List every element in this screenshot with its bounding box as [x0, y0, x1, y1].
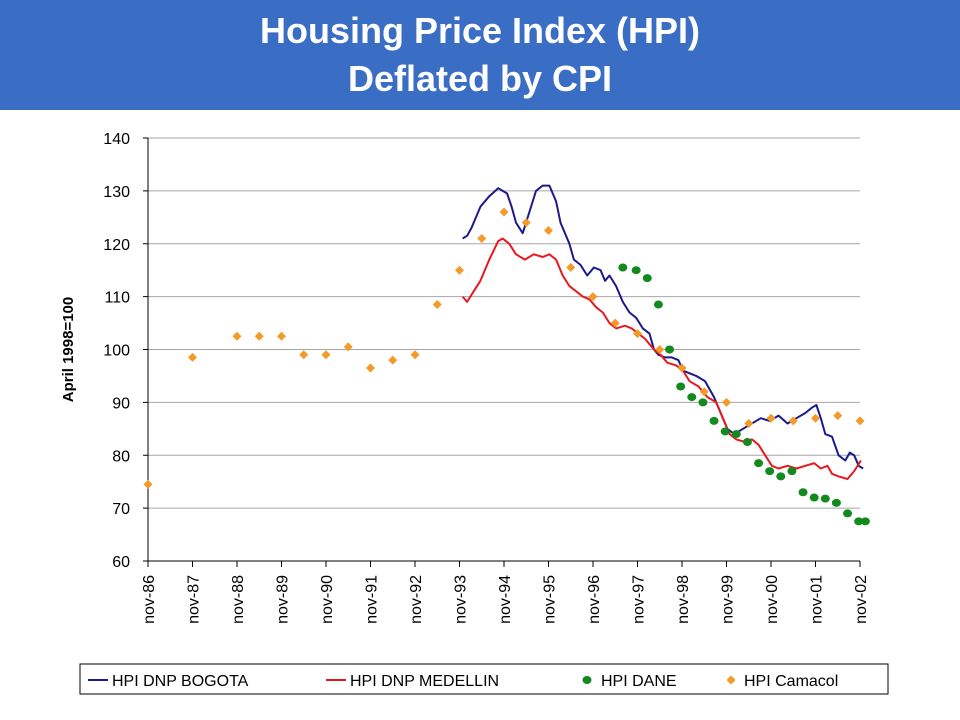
y-tick-label: 110	[104, 290, 130, 307]
data-point-hpi-dane	[831, 498, 841, 507]
data-point-hpi-dane	[820, 494, 830, 503]
data-point-hpi-dane	[653, 300, 663, 309]
data-point-hpi-camacol	[766, 413, 776, 423]
y-tick-label: 120	[103, 237, 130, 254]
data-point-hpi-camacol	[833, 411, 843, 421]
data-point-hpi-camacol	[722, 397, 731, 407]
data-point-hpi-camacol	[588, 292, 598, 302]
x-tick-label: nov-88	[230, 575, 247, 624]
data-point-hpi-dane	[776, 472, 786, 481]
y-tick-label: 140	[103, 131, 130, 148]
series-line-hpi-dnp-bogota	[462, 184, 864, 470]
data-point-hpi-camacol	[744, 419, 754, 429]
data-point-hpi-camacol	[566, 263, 576, 273]
data-point-hpi-camacol	[254, 331, 264, 341]
data-point-hpi-dane	[843, 509, 853, 518]
data-point-hpi-dane	[720, 427, 730, 436]
legend-label-hpi-camacol: HPI Camacol	[744, 673, 838, 690]
data-point-hpi-camacol	[811, 413, 820, 423]
data-point-hpi-camacol	[610, 318, 620, 328]
x-tick-label: nov-99	[720, 575, 737, 624]
y-tick-label: 70	[112, 501, 130, 518]
data-point-hpi-camacol	[277, 331, 286, 341]
data-point-hpi-dane	[798, 488, 808, 497]
x-tick-label: nov-92	[408, 575, 425, 624]
data-point-hpi-camacol	[521, 218, 531, 228]
data-point-hpi-camacol	[655, 345, 665, 354]
x-tick-label: nov-00	[764, 575, 781, 624]
x-tick-label: nov-97	[631, 575, 648, 624]
legend: HPI DNP BOGOTA HPI DNP MEDELLIN HPI DANE HP…	[79, 663, 889, 695]
x-tick-label: nov-90	[319, 575, 336, 624]
x-tick-label: nov-89	[275, 575, 292, 624]
data-point-hpi-camacol	[455, 265, 464, 275]
data-point-hpi-camacol	[499, 207, 509, 217]
data-point-hpi-camacol	[143, 479, 153, 489]
legend-label-hpi-dnp-medellin: HPI DNP MEDELLIN	[350, 673, 499, 690]
data-point-hpi-dane	[765, 467, 775, 476]
chart-title-line-2: Deflated by CPI	[347, 58, 613, 99]
data-point-hpi-dane	[754, 459, 764, 468]
y-tick-label: 90	[112, 395, 130, 412]
data-point-hpi-camacol	[855, 416, 865, 426]
series-line-hpi-dnp-medellin	[461, 237, 862, 480]
data-point-hpi-dane	[618, 263, 628, 272]
legend-swatch-hpi-camacol	[726, 675, 736, 685]
x-tick-label: nov-01	[809, 575, 826, 624]
y-tick-label: 80	[112, 448, 130, 465]
x-tick-label: nov-98	[675, 575, 692, 624]
data-point-hpi-camacol	[677, 363, 687, 373]
x-tick-label: nov-91	[364, 575, 381, 624]
data-point-hpi-dane	[742, 438, 752, 447]
data-point-hpi-dane	[676, 382, 686, 391]
data-point-hpi-dane	[809, 493, 819, 502]
x-tick-label: nov-86	[141, 575, 158, 624]
data-point-hpi-dane	[631, 266, 641, 275]
data-point-hpi-camacol	[188, 352, 197, 362]
legend-label-hpi-dane: HPI DANE	[601, 673, 677, 690]
data-point-hpi-dane	[642, 274, 652, 283]
title-banner	[0, 0, 960, 110]
data-point-hpi-dane	[665, 345, 675, 354]
data-point-hpi-camacol	[544, 226, 553, 236]
y-tick-label: 60	[112, 554, 130, 571]
data-point-hpi-camacol	[477, 233, 487, 243]
data-point-hpi-camacol	[633, 329, 642, 339]
data-point-hpi-camacol	[366, 363, 375, 373]
y-axis-label: April 1998=100	[60, 297, 77, 403]
data-point-hpi-dane	[731, 430, 741, 439]
x-tick-label: nov-94	[497, 575, 514, 624]
y-tick-label: 130	[103, 184, 130, 201]
y-tick-label: 100	[103, 343, 130, 360]
data-point-hpi-dane	[709, 416, 719, 425]
data-point-hpi-camacol	[699, 387, 709, 397]
data-point-hpi-camacol	[432, 300, 442, 310]
data-point-hpi-camacol	[410, 350, 420, 360]
data-point-hpi-camacol	[388, 355, 398, 365]
data-point-hpi-camacol	[299, 350, 309, 360]
data-point-hpi-dane	[687, 393, 697, 402]
data-point-hpi-camacol	[232, 331, 242, 341]
data-point-hpi-dane	[787, 467, 797, 476]
data-point-hpi-camacol	[343, 342, 353, 352]
data-point-hpi-camacol	[788, 416, 798, 426]
legend-swatch-hpi-dane	[582, 676, 592, 684]
x-tick-label: nov-96	[586, 575, 603, 624]
data-point-hpi-camacol	[321, 350, 331, 360]
chart-title-line-1: Housing Price Index (HPI)	[259, 10, 701, 51]
legend-box	[79, 663, 889, 695]
legend-label-hpi-dnp-bogota: HPI DNP BOGOTA	[112, 673, 249, 690]
data-point-hpi-dane	[860, 517, 870, 526]
x-tick-label: nov-02	[853, 575, 870, 624]
x-tick-label: nov-95	[542, 575, 559, 624]
data-point-hpi-dane	[698, 398, 708, 407]
x-tick-label: nov-87	[186, 575, 203, 624]
x-tick-label: nov-93	[453, 575, 470, 624]
data-point-hpi-dane	[854, 517, 864, 526]
